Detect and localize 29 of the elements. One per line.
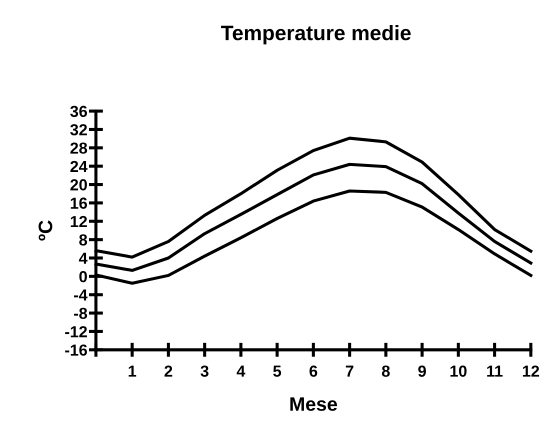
y-tick-label: 0 <box>79 270 87 282</box>
x-tick-label: 5 <box>273 366 282 377</box>
x-tick-label: 6 <box>310 366 318 377</box>
x-tick-label: 9 <box>418 366 426 377</box>
y-tick-label: -16 <box>65 344 88 356</box>
y-tick-label: 20 <box>70 179 87 190</box>
y-tick-label: 8 <box>79 234 88 246</box>
x-axis-title: Mese <box>290 397 338 411</box>
chart-title: Temperature medie <box>221 25 411 44</box>
x-tick-label: 11 <box>487 366 503 377</box>
x-tick-label: 4 <box>236 366 246 377</box>
x-tick-label: 2 <box>164 366 172 377</box>
x-tick-label: 3 <box>200 366 209 377</box>
y-tick-label: -8 <box>74 308 88 320</box>
x-tick-label: 10 <box>450 366 467 377</box>
y-tick-label: 36 <box>70 106 88 118</box>
y-tick-label: 32 <box>70 124 87 136</box>
y-axis-title: ºC <box>38 220 52 241</box>
y-tick-label: -12 <box>65 326 87 338</box>
y-tick-label: 12 <box>70 216 87 228</box>
y-tick-label: 24 <box>70 160 88 172</box>
x-tick-label: 7 <box>346 366 354 377</box>
x-tick-label: 8 <box>382 366 390 377</box>
y-tick-label: 4 <box>78 252 88 264</box>
x-tick-label: 1 <box>128 366 136 377</box>
y-tick-label: -4 <box>74 290 88 301</box>
x-tick-label: 12 <box>522 366 540 377</box>
y-tick-label: 16 <box>70 198 88 209</box>
y-tick-label: 28 <box>70 142 88 154</box>
